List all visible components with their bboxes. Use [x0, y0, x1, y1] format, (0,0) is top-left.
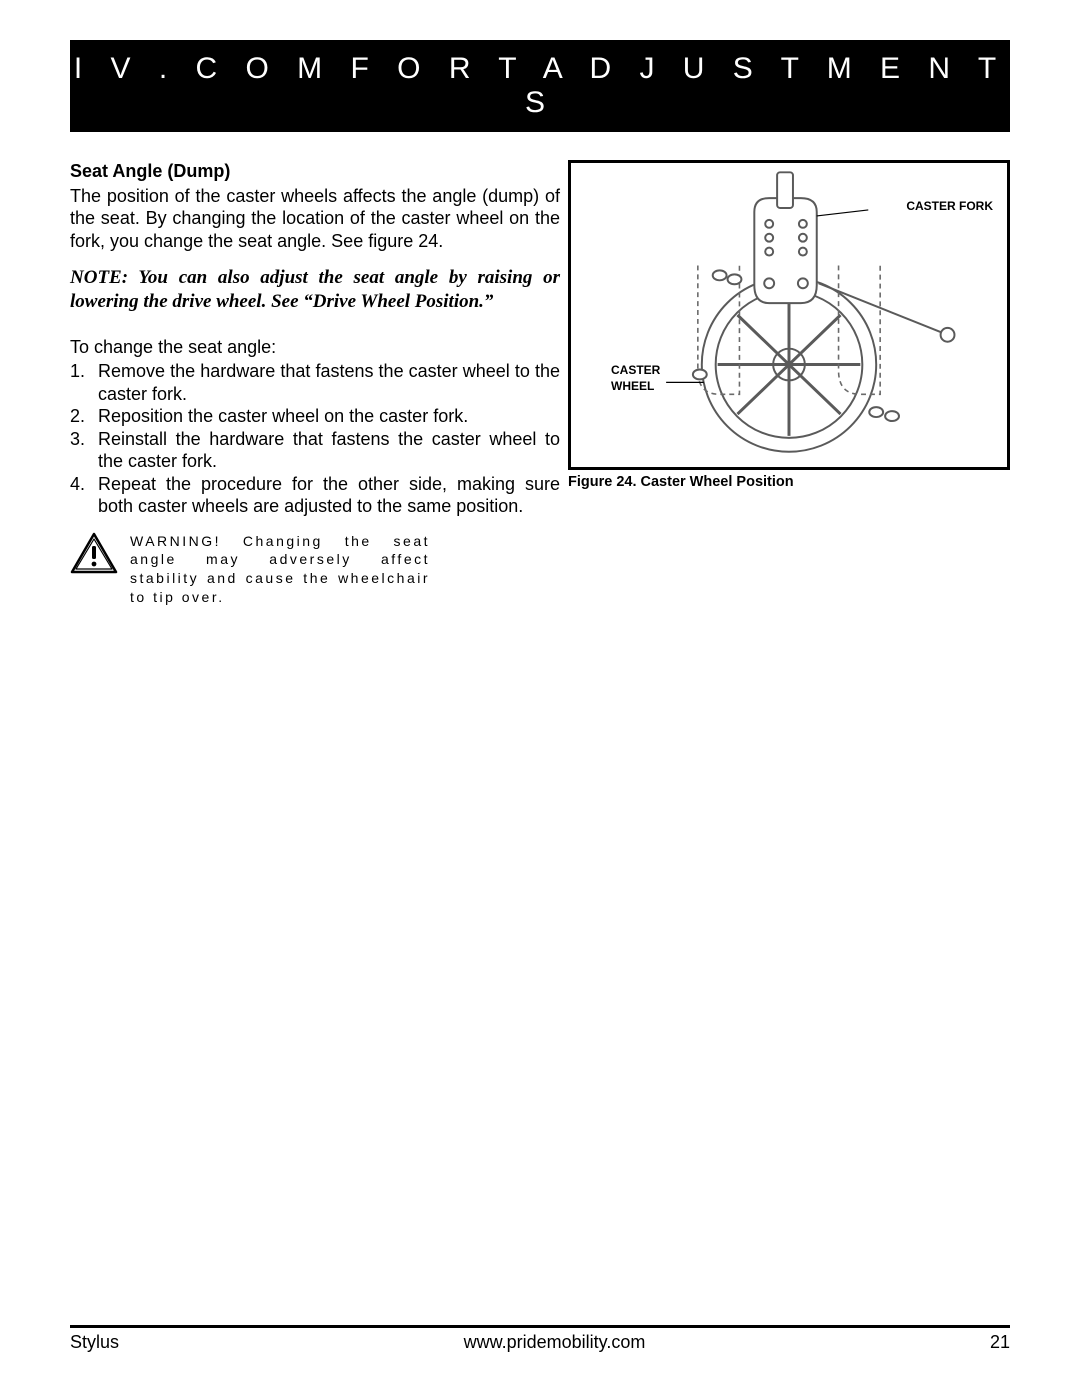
warning-text: WARNING! Changing the seat angle may adv…	[130, 532, 430, 608]
steps-lead-in: To change the seat angle:	[70, 336, 560, 359]
figure-caption: Figure 24. Caster Wheel Position	[568, 474, 1010, 490]
figure-label-fork: CASTER FORK	[906, 199, 993, 213]
page-header-bar: I V . C O M F O R T A D J U S T M E N T …	[70, 40, 1010, 132]
figure-label-wheel-1: CASTER	[611, 363, 660, 377]
warning-block: WARNING! Changing the seat angle may adv…	[70, 532, 560, 608]
warning-triangle-icon	[70, 532, 118, 574]
page-footer: Stylus www.pridemobility.com 21	[70, 1325, 1010, 1353]
footer-row: Stylus www.pridemobility.com 21	[70, 1332, 1010, 1353]
section-heading: Seat Angle (Dump)	[70, 160, 560, 183]
section-body: The position of the caster wheels affect…	[70, 185, 560, 253]
text-column: Seat Angle (Dump) The position of the ca…	[70, 160, 560, 607]
step-item: Remove the hardware that fastens the cas…	[70, 360, 560, 405]
figure-column: CASTER FORK CASTER WHEEL Figure 24. Cast…	[560, 160, 1010, 607]
step-item: Reinstall the hardware that fastens the …	[70, 428, 560, 473]
step-item: Reposition the caster wheel on the caste…	[70, 405, 560, 428]
content-row: Seat Angle (Dump) The position of the ca…	[70, 160, 1010, 607]
section-note: NOTE: You can also adjust the seat angle…	[70, 266, 560, 314]
footer-right: 21	[990, 1332, 1010, 1353]
step-item: Repeat the procedure for the other side,…	[70, 473, 560, 518]
footer-rule	[70, 1325, 1010, 1328]
steps-list: Remove the hardware that fastens the cas…	[70, 360, 560, 518]
footer-left: Stylus	[70, 1332, 119, 1353]
page-header-title: I V . C O M F O R T A D J U S T M E N T …	[74, 52, 1006, 119]
figure-label-wheel-2: WHEEL	[611, 379, 654, 393]
footer-center: www.pridemobility.com	[464, 1332, 646, 1353]
figure-box: CASTER FORK CASTER WHEEL	[568, 160, 1010, 470]
